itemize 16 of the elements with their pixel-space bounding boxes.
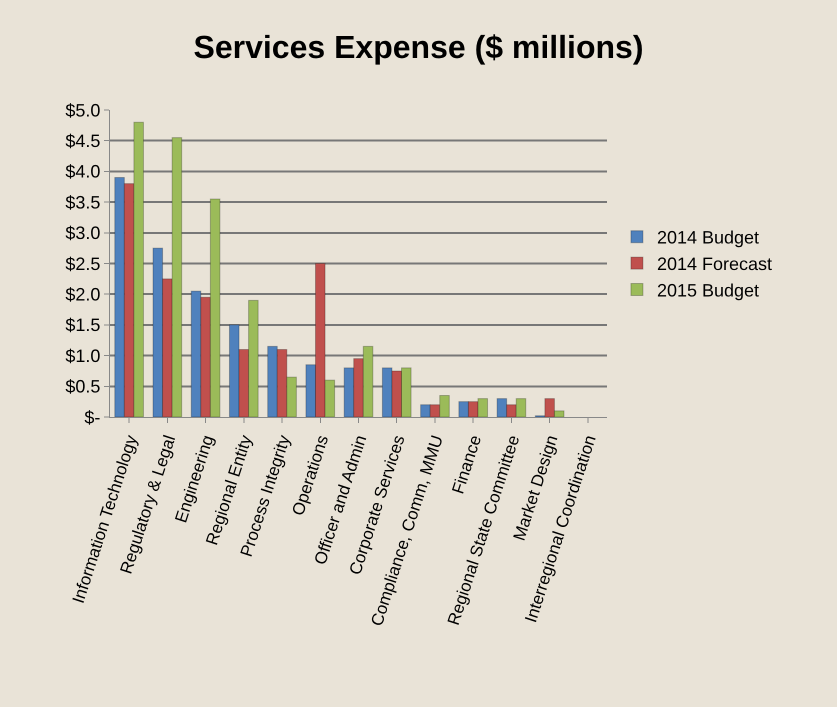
y-tick-label: $4.0 <box>65 162 100 182</box>
y-tick-label: $3.0 <box>65 223 100 244</box>
y-tick-label: $0.5 <box>65 376 100 397</box>
y-tick-label: $2.5 <box>65 254 100 274</box>
y-tick-label: $1.5 <box>65 315 100 336</box>
y-tick-label: $3.5 <box>65 192 100 212</box>
chart-title: Services Expense ($ millions) <box>194 28 644 65</box>
y-tick-label: $2.0 <box>65 284 100 304</box>
y-tick-label: $4.5 <box>65 131 100 151</box>
x-tick-label: Finance <box>448 432 486 496</box>
y-tick-label: $1.0 <box>65 346 100 366</box>
y-tick-label: $- <box>84 407 100 428</box>
legend-label: 2014 Budget <box>656 228 760 248</box>
y-tick-label: $5.0 <box>65 100 100 120</box>
legend-label: 2014 Forecast <box>656 254 772 274</box>
legend-label: 2015 Budget <box>656 280 760 301</box>
